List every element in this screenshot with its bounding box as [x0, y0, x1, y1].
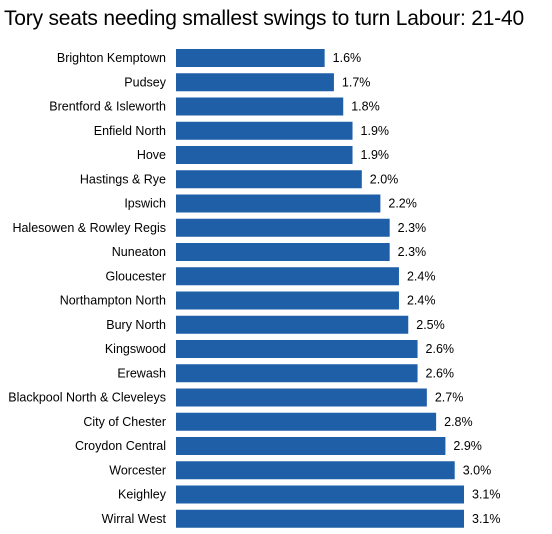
chart-title: Tory seats needing smallest swings to tu… — [4, 7, 524, 30]
category-label: Halesowen & Rowley Regis — [12, 221, 166, 235]
value-label: 2.9% — [453, 439, 482, 453]
category-label: Northampton North — [60, 294, 166, 308]
category-label: Croydon Central — [75, 439, 166, 453]
bar — [176, 461, 455, 480]
category-label: Kingswood — [105, 342, 166, 356]
bar — [176, 243, 390, 261]
value-label: 1.7% — [342, 75, 371, 89]
value-label: 2.3% — [398, 245, 427, 259]
category-label: Pudsey — [124, 75, 166, 89]
category-label: Wirral West — [102, 512, 167, 526]
bar — [176, 364, 418, 383]
category-label: Enfield North — [94, 124, 166, 138]
category-label: Brentford & Isleworth — [49, 100, 166, 114]
category-label: Hastings & Rye — [80, 172, 166, 186]
value-label: 1.9% — [361, 148, 390, 162]
bar — [176, 267, 399, 286]
value-label: 2.0% — [370, 172, 399, 186]
bar — [176, 340, 418, 358]
category-label: Ipswich — [124, 197, 166, 211]
category-label: Worcester — [109, 463, 166, 477]
value-label: 3.1% — [472, 512, 501, 526]
value-label: 2.3% — [398, 221, 427, 235]
value-label: 2.4% — [407, 294, 436, 308]
bar — [176, 437, 446, 455]
bar — [176, 315, 409, 334]
bar — [176, 49, 325, 67]
value-label: 2.8% — [444, 415, 473, 429]
bar — [176, 97, 344, 116]
value-label: 2.5% — [416, 318, 445, 332]
bar — [176, 218, 390, 237]
category-label: Keighley — [118, 488, 167, 502]
category-label: Brighton Kemptown — [57, 51, 166, 65]
bar — [176, 509, 464, 528]
category-label: Hove — [137, 148, 166, 162]
value-label: 3.0% — [463, 463, 492, 477]
value-label: 2.4% — [407, 269, 436, 283]
bar — [176, 194, 381, 213]
bar — [176, 412, 437, 431]
value-label: 2.2% — [388, 197, 417, 211]
value-label: 1.8% — [351, 100, 380, 114]
category-label: City of Chester — [83, 415, 166, 429]
bar — [176, 388, 427, 407]
value-label: 1.9% — [361, 124, 390, 138]
value-label: 2.7% — [435, 391, 464, 405]
bar — [176, 121, 353, 140]
value-label: 3.1% — [472, 488, 501, 502]
category-label: Bury North — [106, 318, 166, 332]
bar — [176, 485, 464, 504]
category-label: Gloucester — [106, 269, 166, 283]
category-label: Nuneaton — [112, 245, 166, 259]
bar — [176, 73, 334, 92]
category-label: Erewash — [117, 366, 166, 380]
bar — [176, 146, 353, 164]
bar — [176, 291, 399, 310]
value-label: 1.6% — [333, 51, 362, 65]
value-label: 2.6% — [426, 366, 455, 380]
value-label: 2.6% — [426, 342, 455, 356]
bar — [176, 170, 362, 189]
category-label: Blackpool North & Cleveleys — [8, 391, 166, 405]
